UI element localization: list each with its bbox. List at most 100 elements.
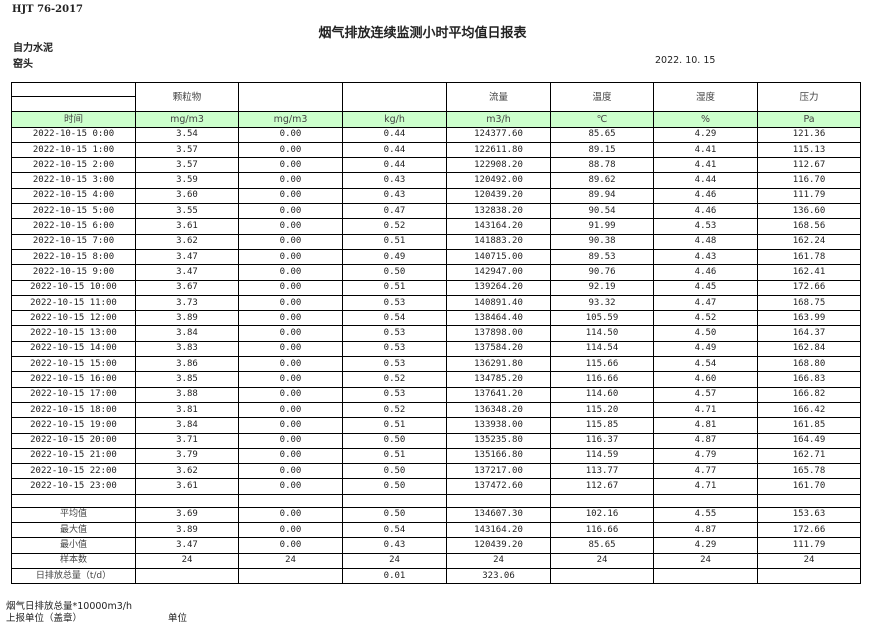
time-cell: 2022-10-15 18:00 bbox=[11, 401, 136, 419]
stats-value: 111.79 bbox=[757, 537, 861, 554]
blank-row bbox=[11, 493, 861, 508]
time-cell: 2022-10-15 13:00 bbox=[11, 325, 136, 342]
value-cell: 3.79 bbox=[135, 447, 239, 465]
stats-label: 最小值 bbox=[11, 537, 136, 554]
value-cell: 4.81 bbox=[653, 417, 758, 434]
value-cell: 121.36 bbox=[757, 126, 861, 143]
value-cell: 0.00 bbox=[238, 141, 343, 159]
value-cell: 0.00 bbox=[238, 447, 343, 465]
time-cell: 2022-10-15 21:00 bbox=[11, 447, 136, 465]
stats-value: 0.54 bbox=[342, 522, 447, 539]
value-cell: 3.71 bbox=[135, 432, 239, 449]
value-cell: 4.43 bbox=[653, 248, 758, 266]
stats-value: 0.00 bbox=[238, 506, 343, 524]
header-units-row: 时间 mg/m3 mg/m3 kg/h m3/h ℃% Pa bbox=[11, 111, 861, 128]
value-cell: 0.00 bbox=[238, 264, 343, 281]
stats-value: 116.66 bbox=[550, 522, 654, 539]
value-cell: 3.67 bbox=[135, 279, 239, 296]
value-cell: 161.85 bbox=[757, 417, 861, 434]
value-cell: 0.51 bbox=[342, 447, 447, 465]
stats-value: 4.55 bbox=[653, 506, 758, 524]
footer-reporter: 上报单位（盖章） bbox=[6, 613, 83, 624]
time-cell: 2022-10-15 17:00 bbox=[11, 386, 136, 403]
value-cell: 112.67 bbox=[757, 157, 861, 174]
unit-name: 窑头 bbox=[13, 59, 33, 70]
value-cell: 0.43 bbox=[342, 187, 447, 205]
value-cell: 85.65 bbox=[550, 126, 654, 143]
value-cell: 3.62 bbox=[135, 233, 239, 250]
value-cell: 165.78 bbox=[757, 463, 861, 480]
stats-value: 0.43 bbox=[342, 537, 447, 554]
table-row: 2022-10-15 12:00 3.89 0.00 0.54 138464.40 105… bbox=[11, 310, 861, 327]
column-unit: Pa bbox=[757, 111, 861, 128]
column-header bbox=[238, 81, 343, 113]
value-cell: 114.50 bbox=[550, 325, 654, 342]
time-cell: 2022-10-15 12:00 bbox=[11, 310, 136, 327]
value-cell: 4.45 bbox=[653, 279, 758, 296]
stats-value: 24 bbox=[238, 552, 343, 569]
value-cell: 0.00 bbox=[238, 463, 343, 480]
column-header bbox=[11, 82, 136, 97]
value-cell: 3.47 bbox=[135, 248, 239, 266]
column-unit: m3/h bbox=[446, 111, 551, 128]
stats-value: 120439.20 bbox=[446, 537, 551, 554]
column-unit: mg/m3 bbox=[238, 111, 343, 128]
value-cell: 0.54 bbox=[342, 310, 447, 327]
time-cell: 2022-10-15 8:00 bbox=[11, 248, 136, 266]
stats-label: 最大值 bbox=[11, 522, 136, 539]
value-cell: 163.99 bbox=[757, 310, 861, 327]
value-cell: 142947.00 bbox=[446, 264, 551, 281]
column-header: 湿度 bbox=[653, 81, 758, 113]
value-cell: 0.00 bbox=[238, 172, 343, 189]
value-cell: 140891.40 bbox=[446, 294, 551, 312]
value-cell: 0.43 bbox=[342, 172, 447, 189]
stats-value: 172.66 bbox=[757, 522, 861, 539]
value-cell: 164.37 bbox=[757, 325, 861, 342]
value-cell: 166.82 bbox=[757, 386, 861, 403]
time-cell: 2022-10-15 9:00 bbox=[11, 264, 136, 281]
value-cell: 89.94 bbox=[550, 187, 654, 205]
blank-cell bbox=[135, 493, 239, 508]
table-row: 2022-10-15 9:00 3.47 0.00 0.50 142947.00 90.7… bbox=[11, 264, 861, 281]
value-cell: 0.00 bbox=[238, 371, 343, 388]
value-cell: 136348.20 bbox=[446, 401, 551, 419]
value-cell: 0.44 bbox=[342, 157, 447, 174]
time-cell: 2022-10-15 3:00 bbox=[11, 172, 136, 189]
value-cell: 3.59 bbox=[135, 172, 239, 189]
value-cell: 0.00 bbox=[238, 401, 343, 419]
value-cell: 162.71 bbox=[757, 447, 861, 465]
value-cell: 116.70 bbox=[757, 172, 861, 189]
value-cell: 4.49 bbox=[653, 340, 758, 358]
value-cell: 4.46 bbox=[653, 187, 758, 205]
value-cell: 172.66 bbox=[757, 279, 861, 296]
value-cell: 133938.00 bbox=[446, 417, 551, 434]
value-cell: 4.47 bbox=[653, 294, 758, 312]
value-cell: 0.53 bbox=[342, 386, 447, 403]
column-unit: 时间 bbox=[11, 111, 136, 128]
value-cell: 90.38 bbox=[550, 233, 654, 250]
stats-value: 0.00 bbox=[238, 537, 343, 554]
value-cell: 0.00 bbox=[238, 157, 343, 174]
value-cell: 4.50 bbox=[653, 325, 758, 342]
value-cell: 122611.80 bbox=[446, 141, 551, 159]
time-cell: 2022-10-15 11:00 bbox=[11, 294, 136, 312]
value-cell: 3.47 bbox=[135, 264, 239, 281]
value-cell: 0.00 bbox=[238, 233, 343, 250]
value-cell: 166.42 bbox=[757, 401, 861, 419]
value-cell: 115.66 bbox=[550, 356, 654, 373]
value-cell: 166.83 bbox=[757, 371, 861, 388]
value-cell: 3.54 bbox=[135, 126, 239, 143]
footer-unit-label: 单位 bbox=[168, 613, 188, 624]
value-cell: 134785.20 bbox=[446, 371, 551, 388]
stats-value: 3.47 bbox=[135, 537, 239, 554]
blank-cell bbox=[238, 493, 343, 508]
value-cell: 122908.20 bbox=[446, 157, 551, 174]
stats-value: 24 bbox=[135, 552, 239, 569]
value-cell: 3.60 bbox=[135, 187, 239, 205]
value-cell: 168.80 bbox=[757, 356, 861, 373]
time-cell: 2022-10-15 1:00 bbox=[11, 141, 136, 159]
table-row: 2022-10-15 0:00 3.54 0.00 0.44 124377.60 85.6… bbox=[11, 126, 861, 143]
value-cell: 0.00 bbox=[238, 203, 343, 220]
value-cell: 161.78 bbox=[757, 248, 861, 266]
time-cell: 2022-10-15 14:00 bbox=[11, 340, 136, 358]
